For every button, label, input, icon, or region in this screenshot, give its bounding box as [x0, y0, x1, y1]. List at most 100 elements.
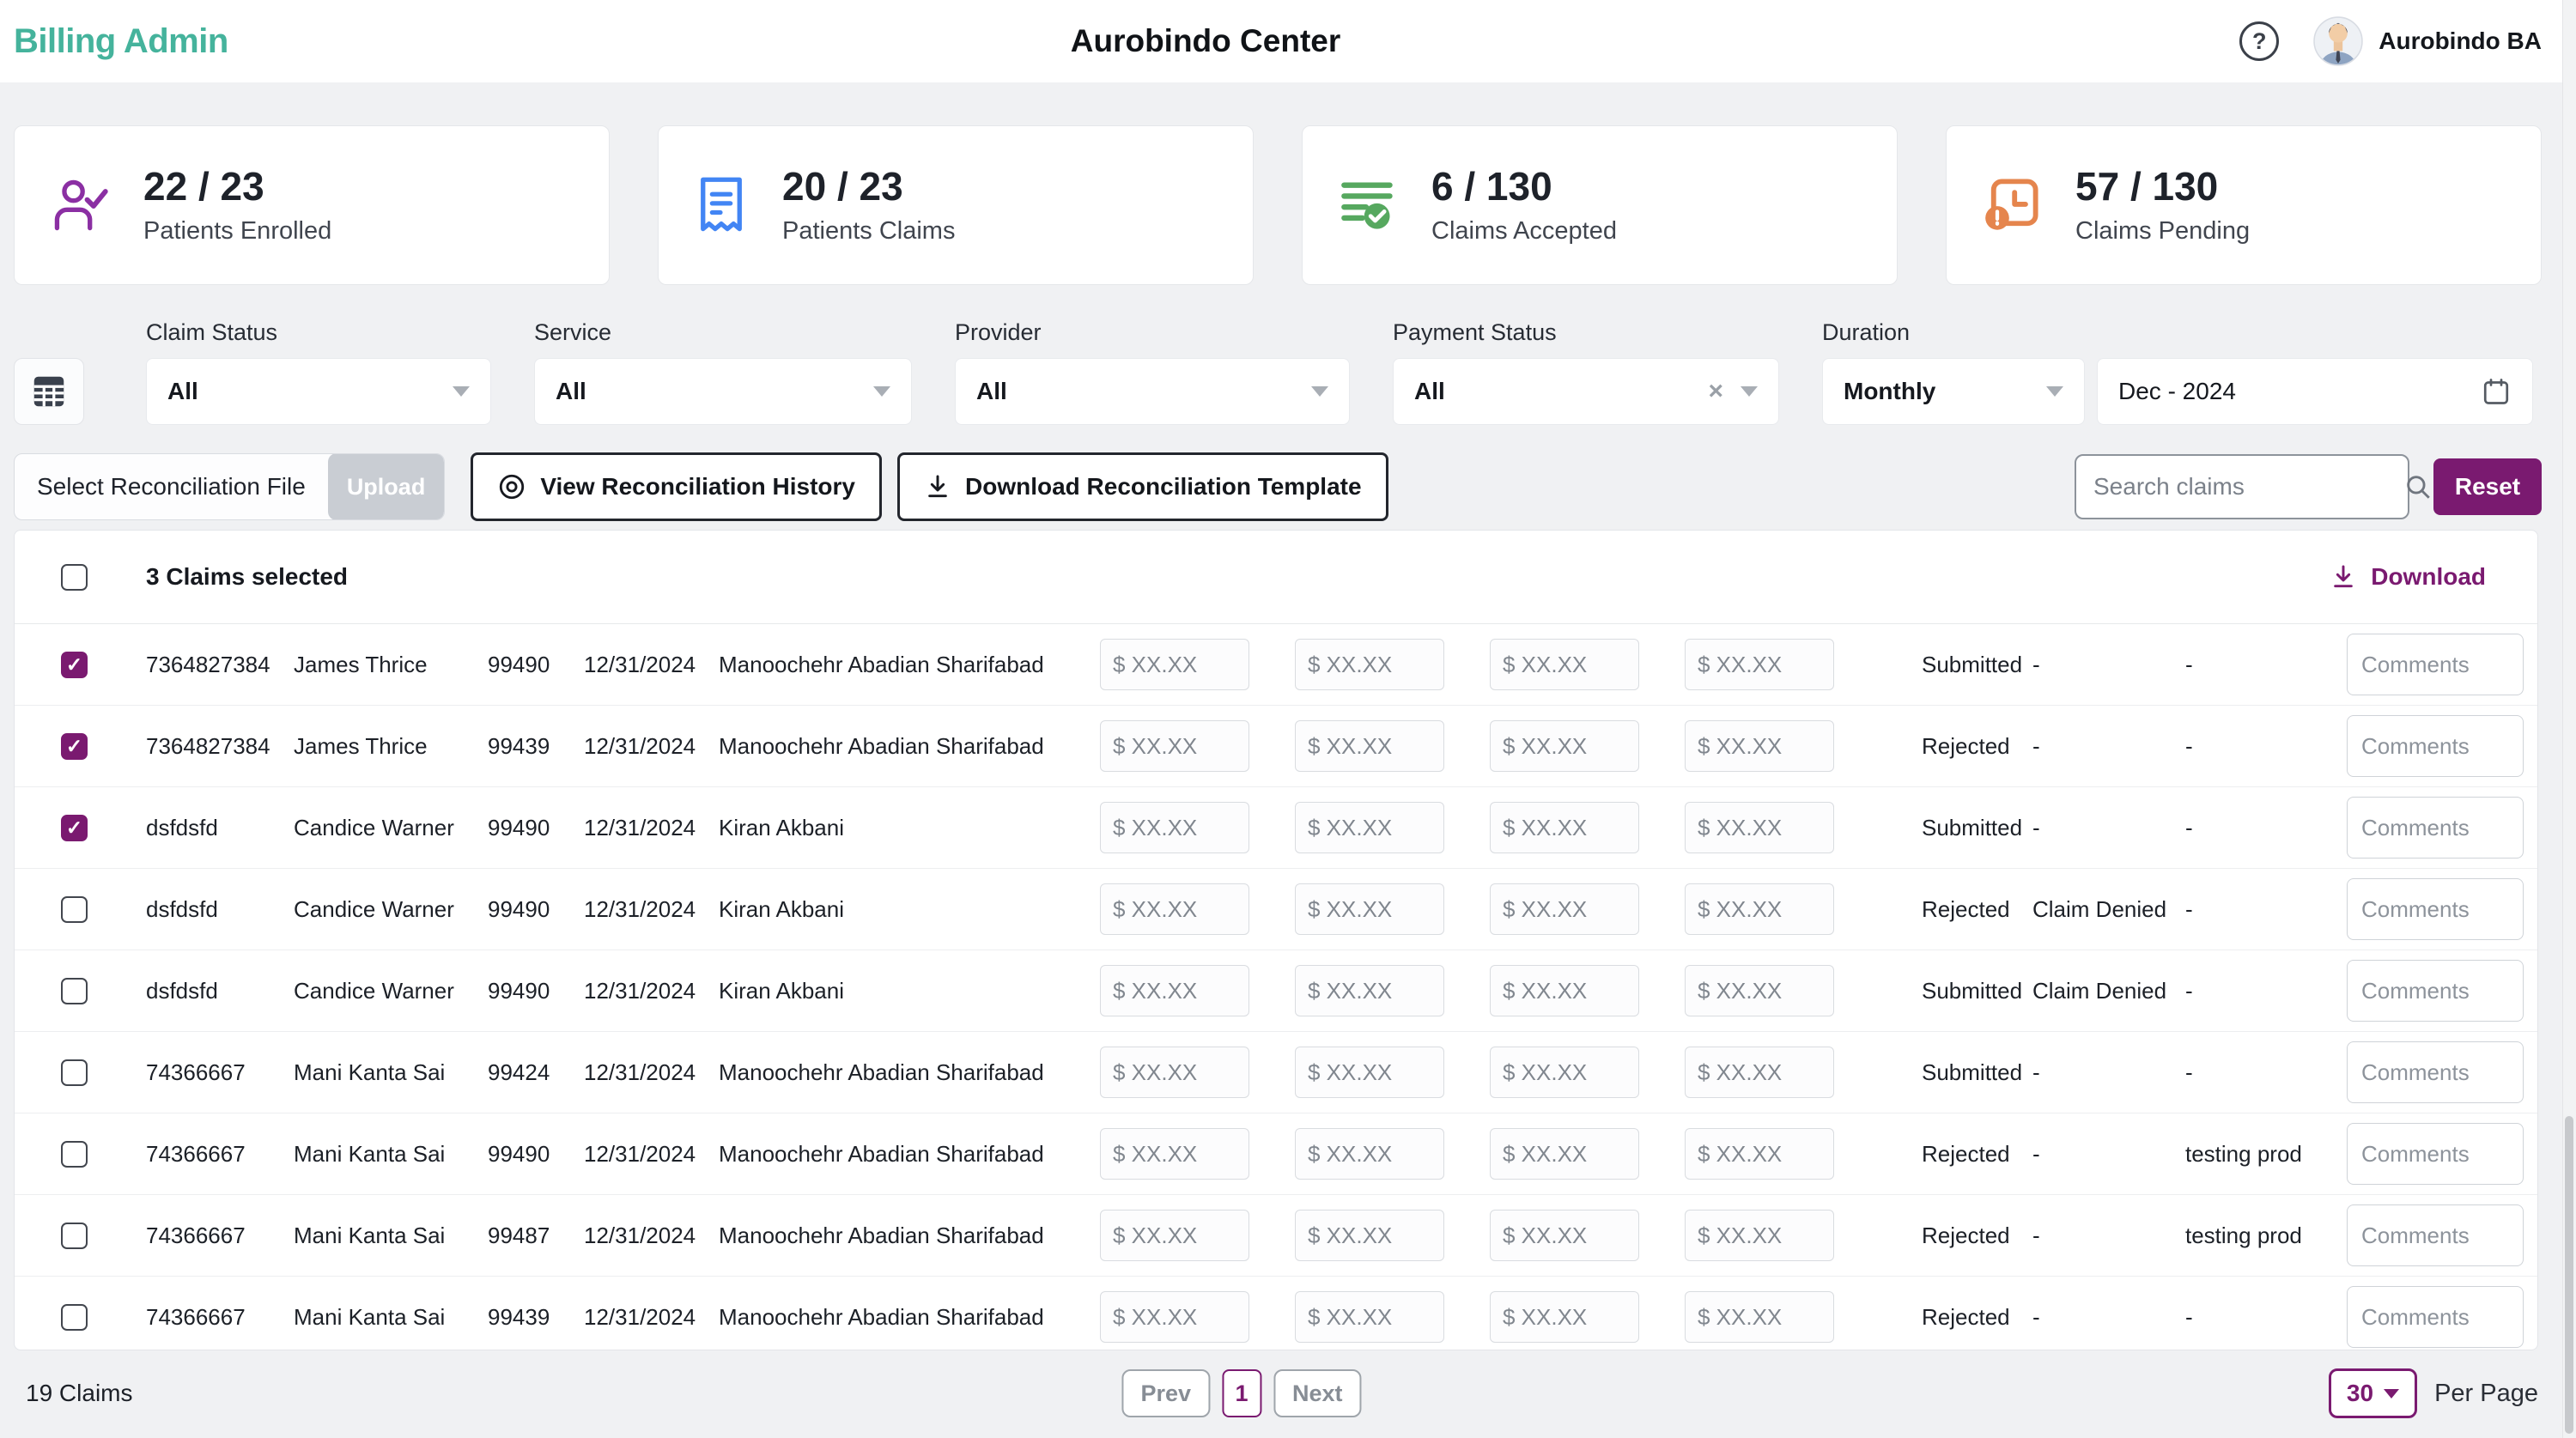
comments-input[interactable]	[2347, 1123, 2524, 1185]
amount-input-2[interactable]	[1295, 1128, 1444, 1180]
help-icon[interactable]: ?	[2239, 21, 2280, 61]
row-checkbox[interactable]	[61, 1140, 88, 1168]
download-link[interactable]: Download	[2330, 563, 2486, 591]
upload-button[interactable]: Upload	[327, 454, 445, 519]
amount-input-3[interactable]	[1490, 965, 1639, 1016]
comments-input[interactable]	[2347, 1041, 2524, 1103]
select-file-label[interactable]: Select Reconciliation File	[37, 473, 306, 500]
amount-input-3[interactable]	[1490, 883, 1639, 935]
amount-input-2[interactable]	[1295, 802, 1444, 853]
amount-input-4[interactable]	[1685, 802, 1834, 853]
amount-input-4[interactable]	[1685, 1210, 1834, 1261]
stat-value: 20 / 23	[782, 164, 903, 209]
filter-label: Service	[534, 319, 612, 345]
stat-label: Patients Enrolled	[143, 216, 332, 245]
comments-input[interactable]	[2347, 960, 2524, 1022]
amount-input-1[interactable]	[1100, 883, 1249, 935]
amount-input-1[interactable]	[1100, 965, 1249, 1016]
service-select[interactable]: All	[534, 358, 912, 425]
service-date: 12/31/2024	[584, 977, 696, 1004]
amount-input-3[interactable]	[1490, 802, 1639, 853]
provider-select[interactable]: All	[955, 358, 1350, 425]
prev-page-button[interactable]: Prev	[1121, 1369, 1211, 1417]
filter-provider: Provider All	[955, 319, 1350, 425]
selected-value: All	[976, 378, 1007, 404]
comments-input[interactable]	[2347, 1204, 2524, 1266]
search-input[interactable]	[2093, 473, 2403, 501]
payment-status-select[interactable]: All ×	[1393, 358, 1779, 425]
user-menu[interactable]: Aurobindo BA	[2313, 16, 2542, 66]
row-checkbox[interactable]	[61, 651, 88, 678]
comments-input[interactable]	[2347, 715, 2524, 777]
view-history-button[interactable]: View Reconciliation History	[471, 452, 883, 521]
claim-id: 74366667	[146, 1303, 246, 1330]
amount-input-3[interactable]	[1490, 720, 1639, 772]
amount-input-1[interactable]	[1100, 1210, 1249, 1261]
filter-duration: Duration Monthly Dec - 2024	[1822, 319, 2533, 425]
amount-input-3[interactable]	[1490, 1210, 1639, 1261]
amount-input-3[interactable]	[1490, 1128, 1639, 1180]
amount-input-1[interactable]	[1100, 1291, 1249, 1343]
amount-input-2[interactable]	[1295, 965, 1444, 1016]
comments-input[interactable]	[2347, 878, 2524, 940]
scrollbar-thumb[interactable]	[2565, 1116, 2573, 1434]
amount-input-1[interactable]	[1100, 1128, 1249, 1180]
comments-input[interactable]	[2347, 797, 2524, 859]
amount-input-2[interactable]	[1295, 1047, 1444, 1098]
amount-input-2[interactable]	[1295, 883, 1444, 935]
clear-icon[interactable]: ×	[1708, 377, 1723, 405]
amount-input-4[interactable]	[1685, 1291, 1834, 1343]
amount-input-3[interactable]	[1490, 639, 1639, 690]
per-page-label: Per Page	[2434, 1379, 2538, 1407]
reset-button[interactable]: Reset	[2433, 458, 2542, 515]
amount-input-2[interactable]	[1295, 1210, 1444, 1261]
amount-input-2[interactable]	[1295, 639, 1444, 690]
service-code: 99439	[488, 1303, 550, 1330]
claim-note: testing prod	[2185, 1222, 2302, 1248]
claim-status: Submitted	[1922, 1059, 2023, 1085]
amount-input-4[interactable]	[1685, 1047, 1834, 1098]
row-checkbox[interactable]	[61, 1059, 88, 1086]
per-page-select[interactable]: 30	[2328, 1368, 2418, 1418]
claim-reason: Claim Denied	[2032, 977, 2167, 1004]
amount-input-1[interactable]	[1100, 639, 1249, 690]
amount-input-2[interactable]	[1295, 1291, 1444, 1343]
amount-input-3[interactable]	[1490, 1047, 1639, 1098]
table-grid-icon[interactable]	[14, 358, 84, 425]
comments-input[interactable]	[2347, 1286, 2524, 1348]
table-row: dsfdsfd Candice Warner 99490 12/31/2024 …	[15, 950, 2537, 1032]
claim-note: -	[2185, 651, 2193, 677]
amount-input-4[interactable]	[1685, 1128, 1834, 1180]
month-picker[interactable]: Dec - 2024	[2097, 358, 2533, 425]
file-select-group[interactable]: Select Reconciliation File Upload	[14, 453, 446, 520]
amount-input-1[interactable]	[1100, 1047, 1249, 1098]
duration-select[interactable]: Monthly	[1822, 358, 2085, 425]
row-checkbox[interactable]	[61, 895, 88, 923]
patient-name: Mani Kanta Sai	[294, 1303, 446, 1330]
amount-input-4[interactable]	[1685, 965, 1834, 1016]
claim-status-select[interactable]: All	[146, 358, 491, 425]
amount-input-1[interactable]	[1100, 802, 1249, 853]
amount-input-4[interactable]	[1685, 720, 1834, 772]
provider-name: Kiran Akbani	[719, 814, 844, 840]
row-checkbox[interactable]	[61, 732, 88, 760]
next-page-button[interactable]: Next	[1273, 1369, 1362, 1417]
select-all-checkbox[interactable]	[61, 563, 88, 591]
amount-input-2[interactable]	[1295, 720, 1444, 772]
row-checkbox[interactable]	[61, 977, 88, 1004]
download-template-button[interactable]: Download Reconciliation Template	[897, 452, 1388, 521]
comments-input[interactable]	[2347, 634, 2524, 695]
amount-input-4[interactable]	[1685, 883, 1834, 935]
button-label: View Reconciliation History	[540, 473, 856, 500]
row-checkbox[interactable]	[61, 1222, 88, 1249]
current-page-button[interactable]: 1	[1222, 1369, 1262, 1417]
row-checkbox[interactable]	[61, 1303, 88, 1331]
amount-input-4[interactable]	[1685, 639, 1834, 690]
amount-input-3[interactable]	[1490, 1291, 1639, 1343]
claim-id: 74366667	[146, 1140, 246, 1167]
row-checkbox[interactable]	[61, 814, 88, 841]
service-date: 12/31/2024	[584, 814, 696, 840]
patient-name: Candice Warner	[294, 895, 454, 922]
window-scrollbar[interactable]	[2562, 0, 2576, 1438]
amount-input-1[interactable]	[1100, 720, 1249, 772]
